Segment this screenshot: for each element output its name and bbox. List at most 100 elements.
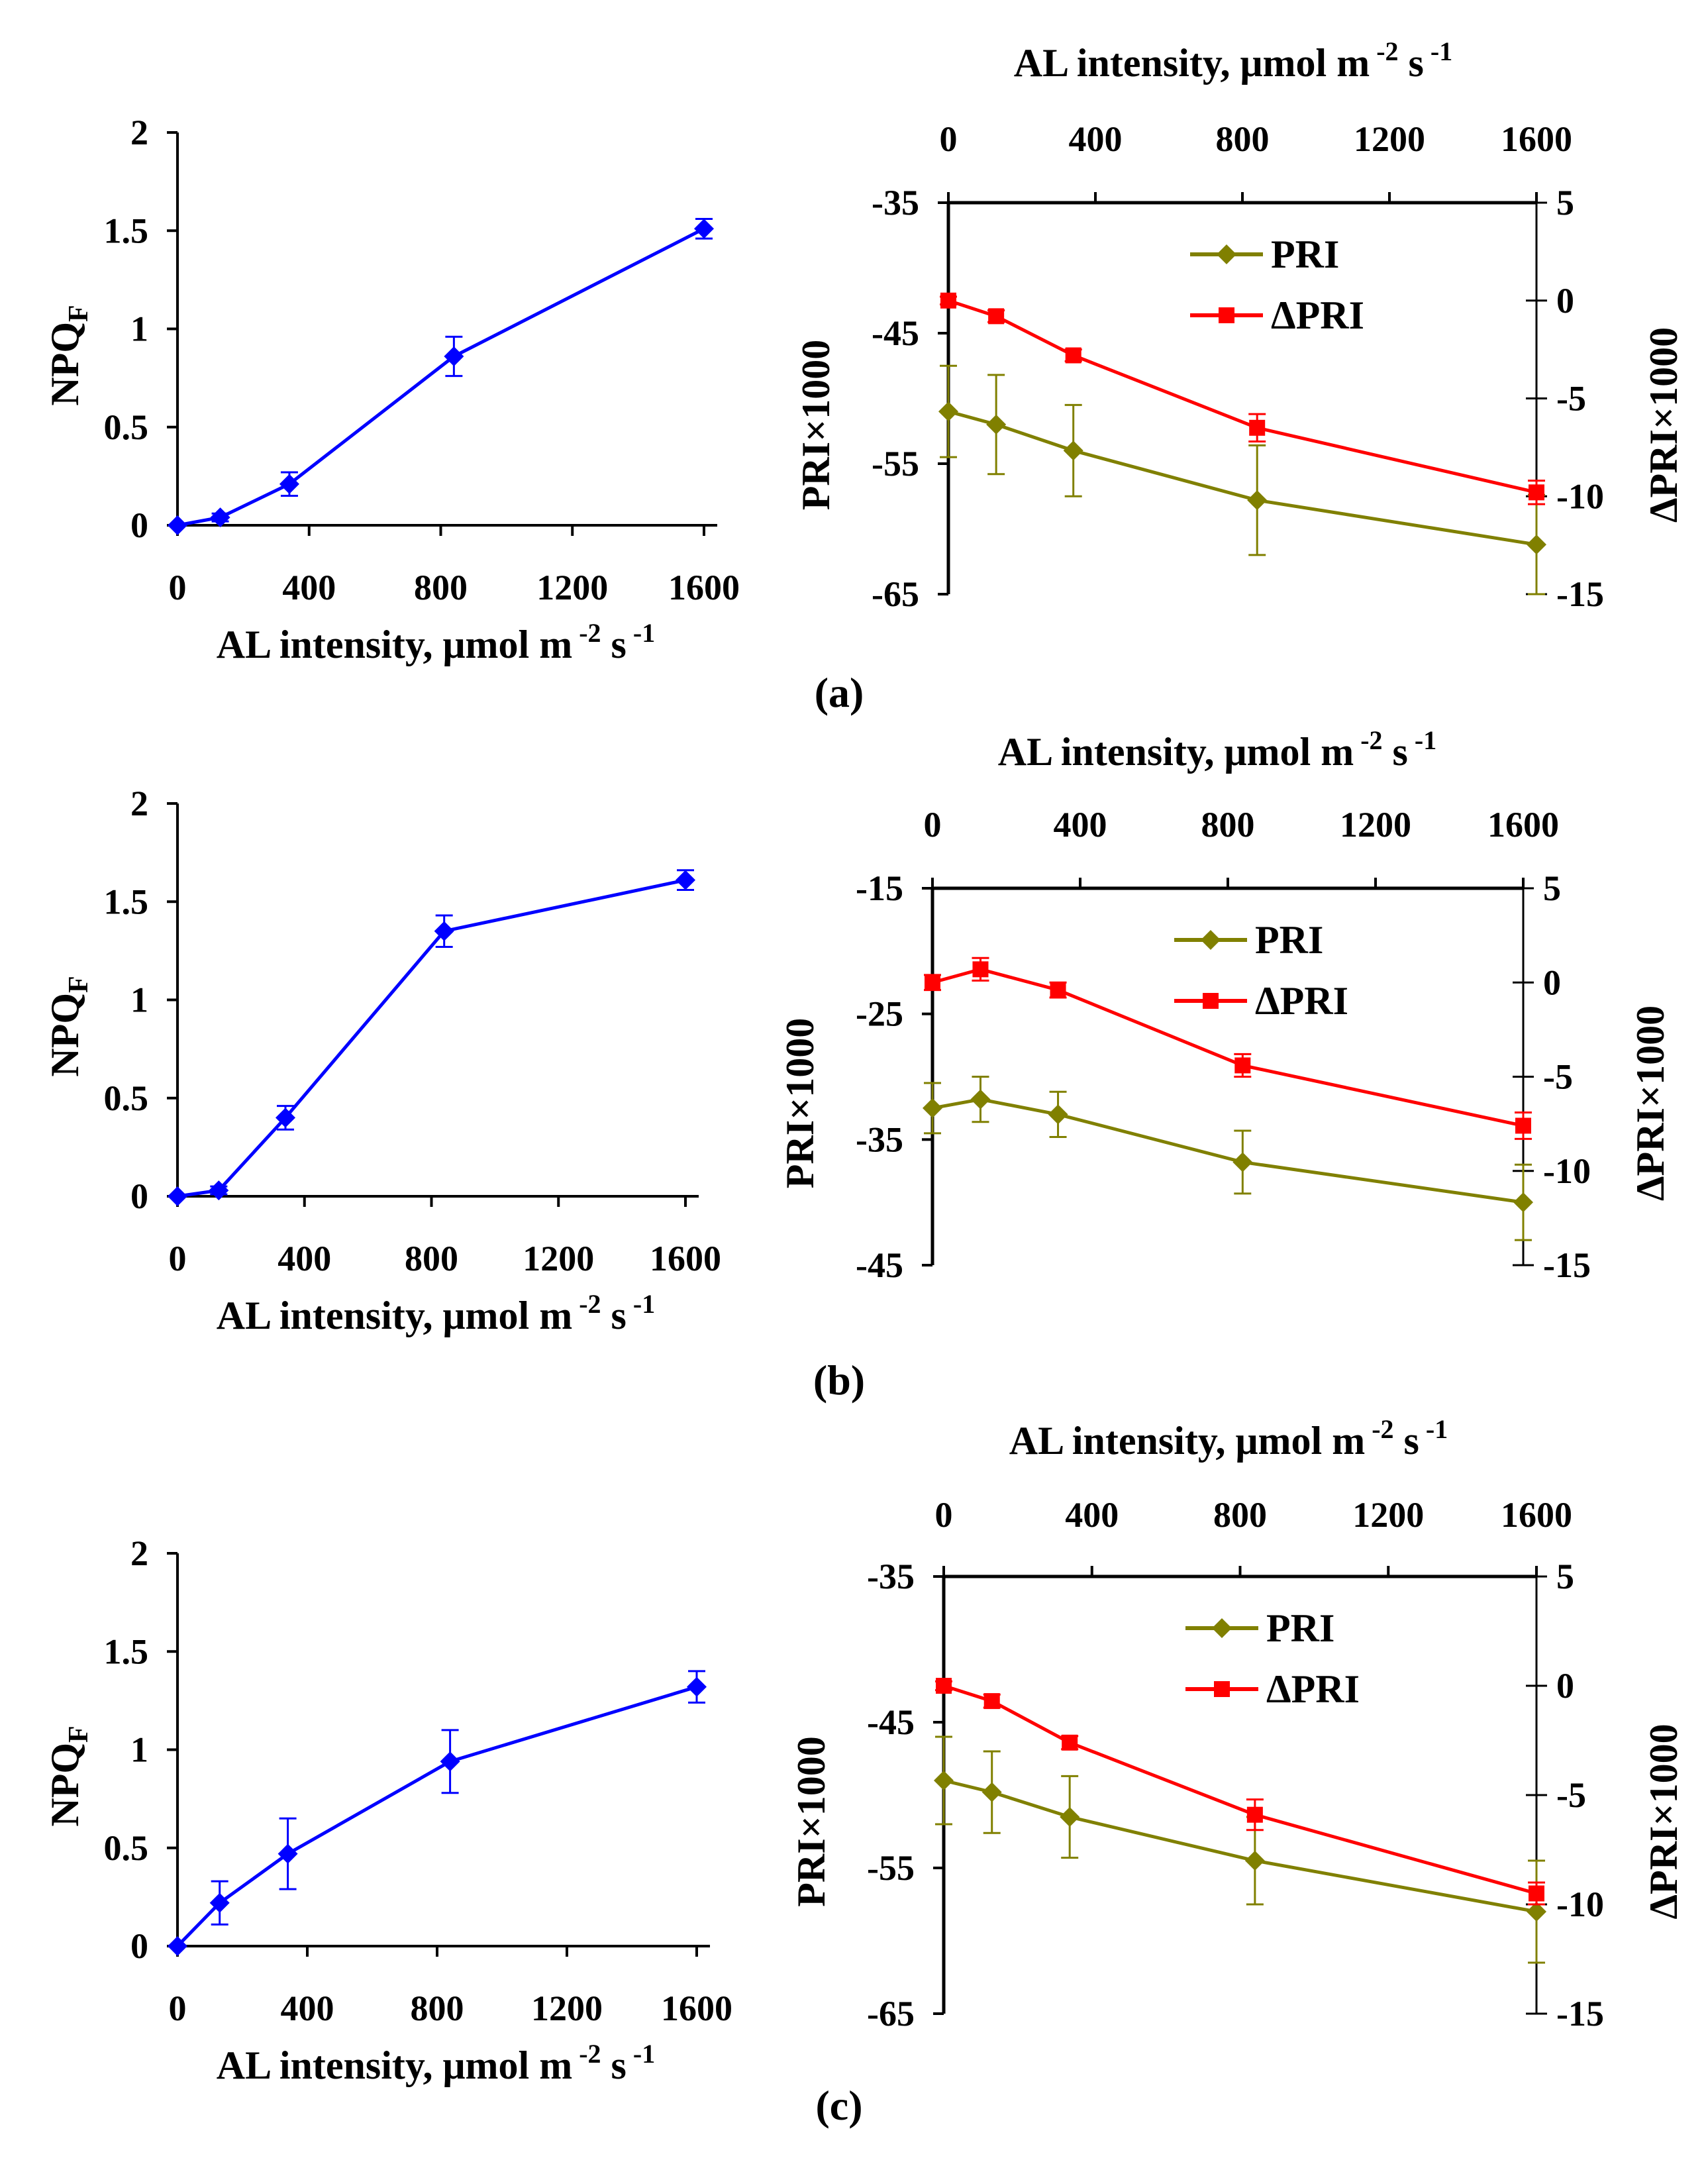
x-tick-label: 1600	[1487, 805, 1559, 845]
pri-chart-3: 0 400 800 1200 1600 AL intensity, μmol m -2 s…	[789, 1414, 1685, 2129]
y-tick-label: 1	[130, 980, 148, 1020]
npq-point	[275, 1108, 295, 1128]
right-y-tick-label: 0	[1556, 281, 1574, 321]
right-y-tick-label: -10	[1556, 476, 1604, 516]
y-tick-label: 1.5	[104, 211, 149, 250]
axis-label-superscript: -1	[1424, 36, 1452, 66]
legend-marker	[1203, 993, 1219, 1009]
x-axis-label: AL intensity, μmol m -2 s -1	[217, 2039, 655, 2087]
x-tick-label: 1600	[650, 1239, 721, 1278]
panel-label: (c)	[815, 2082, 862, 2129]
pri-point	[986, 414, 1007, 435]
delta-pri-line	[943, 1684, 1537, 1895]
x-tick-label: 0	[940, 119, 958, 159]
npq-point	[279, 474, 299, 494]
axis-label-text: AL intensity, μmol m	[217, 1294, 572, 1337]
top-x-axis-label: AL intensity, μmol m -2 s -1	[1014, 36, 1452, 85]
x-tick-label: 800	[1201, 805, 1255, 845]
axis-label-superscript: -2	[572, 618, 601, 648]
right-y-axis-label: ΔPRI×1000	[1642, 327, 1685, 523]
right-y-tick-label: 5	[1556, 1557, 1574, 1596]
axis-label-text: AL intensity, μmol m	[217, 623, 572, 666]
left-y-tick-label: -45	[872, 313, 919, 353]
pri-point	[1513, 1192, 1533, 1213]
axis-label-superscript: -2	[572, 1289, 601, 1319]
y-tick-label: 1.5	[104, 1631, 149, 1671]
delta-pri-point	[1515, 1117, 1531, 1134]
left-y-tick-label: -55	[872, 444, 919, 484]
delta-pri-point	[1065, 347, 1081, 364]
pri-point	[1527, 1902, 1546, 1922]
legend-label: ΔPRI	[1255, 979, 1348, 1023]
right-y-tick-label: -15	[1556, 1994, 1604, 2034]
pri-point	[1527, 535, 1546, 555]
pri-chart-1: 0 400 800 1200 1600 AL intensity, μmol m -2 s…	[794, 36, 1685, 716]
left-y-tick-label: -35	[867, 1557, 915, 1596]
x-tick-label: 1600	[661, 1988, 732, 2028]
left-y-tick-label: -15	[856, 868, 903, 908]
delta-pri-point	[1529, 1885, 1544, 1902]
y-tick-label: 0.5	[104, 1078, 149, 1118]
x-tick-label: 1200	[1352, 1495, 1424, 1535]
x-tick-label: 0	[924, 805, 942, 845]
npq-point	[277, 1843, 298, 1864]
pri-point	[1048, 1104, 1068, 1125]
pri-line	[932, 1098, 1524, 1204]
x-tick-label: 0	[169, 1239, 187, 1278]
legend-marker	[1219, 307, 1234, 323]
y-tick-label: 2	[130, 784, 148, 823]
x-tick-label: 800	[414, 568, 468, 607]
x-tick-label: 400	[1054, 805, 1107, 845]
pri-point	[923, 1098, 942, 1118]
x-tick-label: 400	[277, 1239, 331, 1278]
y-axis-label-subscript: F	[64, 305, 94, 322]
pri-point	[1060, 1807, 1080, 1827]
legend-marker	[1201, 930, 1221, 950]
y-axis-label: NPQF	[43, 976, 94, 1076]
delta-pri-point	[1062, 1734, 1078, 1751]
axis-label-superscript: -2	[1354, 725, 1382, 755]
axis-label-text: s	[601, 2043, 627, 2087]
delta-pri-point	[1234, 1057, 1251, 1074]
y-tick-label: 0	[130, 1926, 148, 1966]
axis-label-text: AL intensity, μmol m	[1009, 1419, 1365, 1463]
npq-point	[434, 921, 454, 941]
npq-point	[676, 870, 695, 890]
y-tick-label: 0	[130, 1176, 148, 1216]
x-tick-label: 0	[169, 1988, 187, 2028]
axis-label-superscript: -1	[1419, 1414, 1448, 1444]
x-tick-label: 1200	[1340, 805, 1411, 845]
axis-label-superscript: -1	[1408, 725, 1436, 755]
npq-point	[694, 219, 714, 239]
delta-pri-line	[948, 299, 1537, 494]
y-tick-label: 0.5	[104, 407, 149, 447]
y-axis-label-main: NPQ	[43, 1743, 87, 1827]
x-tick-label: 1200	[536, 568, 608, 607]
x-tick-label: 400	[282, 568, 336, 607]
npq-chart-2: 0 0.5 1 1.5 2 0 400 800 1200 1600 AL intensity, μm…	[43, 784, 721, 1337]
left-y-axis-label: PRI×1000	[794, 340, 838, 511]
y-tick-label: 0	[130, 505, 148, 545]
left-y-axis-label: PRI×1000	[778, 1018, 822, 1189]
delta-pri-point	[988, 308, 1005, 325]
legend-label: PRI	[1266, 1606, 1334, 1650]
y-tick-label: 1	[130, 1730, 148, 1770]
npq-point	[444, 346, 464, 367]
pri-point	[981, 1782, 1002, 1802]
right-y-tick-label: -5	[1556, 1775, 1586, 1815]
delta-pri-point	[983, 1693, 1000, 1710]
right-y-tick-label: 0	[1556, 1666, 1574, 1706]
x-tick-label: 0	[935, 1495, 953, 1535]
panel-label: (b)	[813, 1357, 865, 1404]
y-axis-label-subscript: F	[64, 1726, 94, 1743]
x-tick-label: 400	[281, 1988, 334, 2028]
delta-pri-point	[1246, 1806, 1263, 1823]
pri-line	[943, 1779, 1537, 1914]
pri-point	[1232, 1152, 1253, 1172]
pri-line	[948, 409, 1537, 546]
panel-label: (a)	[815, 669, 864, 716]
npq-point	[687, 1677, 707, 1697]
npq-line	[176, 1685, 697, 1947]
pri-point	[1247, 490, 1268, 511]
axis-label-superscript: -2	[1365, 1414, 1393, 1444]
